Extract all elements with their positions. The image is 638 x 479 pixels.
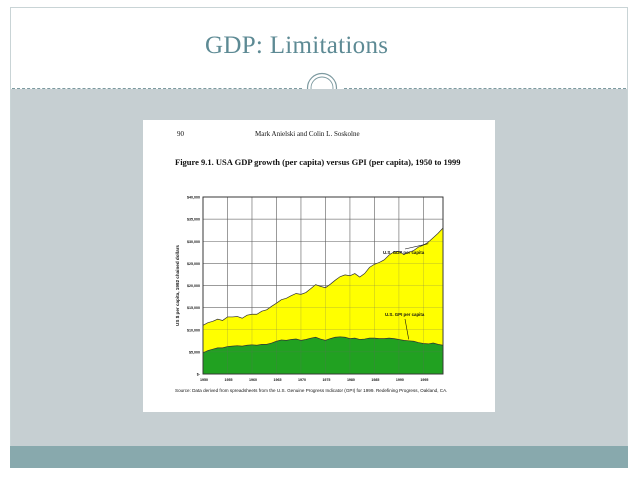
y-tick-label: $- [197,373,201,377]
y-axis-label: US $ per capita, 1992 chained dollars [175,245,180,326]
figure-title: Figure 9.1. USA GDP growth (per capita) … [175,157,461,167]
y-tick-label: $5,000 [189,350,200,354]
y-tick-label: $20,000 [187,284,200,288]
annotations: U.S. GDP per capita U.S. GPI per capita [383,243,429,340]
chart-areas [202,196,444,375]
annotation-gpi-arrow [404,318,410,340]
axis-ticks: $- $5,000 $10,000 $15,000 $20,000 $25,000 $30,… [175,196,428,383]
figure-image: 90 Mark Anielski and Colin L. Soskolne F… [143,120,495,412]
x-tick-label: 1955 [224,378,232,382]
y-tick-label: $25,000 [187,262,200,266]
annotation-gpi: U.S. GPI per capita [385,312,425,317]
x-tick-label: 1950 [200,378,208,382]
x-tick-label: 1970 [298,378,306,382]
page-number: 90 [177,130,184,138]
x-tick-label: 1995 [420,378,428,382]
bottom-bar [10,446,628,468]
y-tick-label: $40,000 [187,196,200,200]
x-tick-label: 1965 [273,378,281,382]
gdp-area [203,227,443,374]
x-tick-label: 1980 [347,378,355,382]
title-divider-left [12,88,302,89]
x-tick-label: 1985 [371,378,379,382]
gpi-area [203,336,443,374]
gpi-line [202,336,444,354]
chart: $- $5,000 $10,000 $15,000 $20,000 $25,000 $30,… [175,196,444,383]
title-divider-right [344,88,626,89]
plot-border [202,196,444,375]
annotation-gdp: U.S. GDP per capita [383,250,425,255]
y-tick-label: $10,000 [187,328,200,332]
source-note: Source: Data derived from spreadsheets f… [175,388,448,393]
x-tick-label: 1960 [249,378,257,382]
annotation-gdp-arrow [404,243,429,250]
y-tick-label: $30,000 [187,240,200,244]
running-head: Mark Anielski and Colin L. Soskolne [255,130,360,138]
slide-title: GDP: Limitations [205,32,389,59]
y-tick-label: $15,000 [187,306,200,310]
x-tick-label: 1975 [322,378,330,382]
y-tick-label: $35,000 [187,218,200,222]
x-tick-label: 1990 [396,378,404,382]
gdp-line [202,227,444,326]
